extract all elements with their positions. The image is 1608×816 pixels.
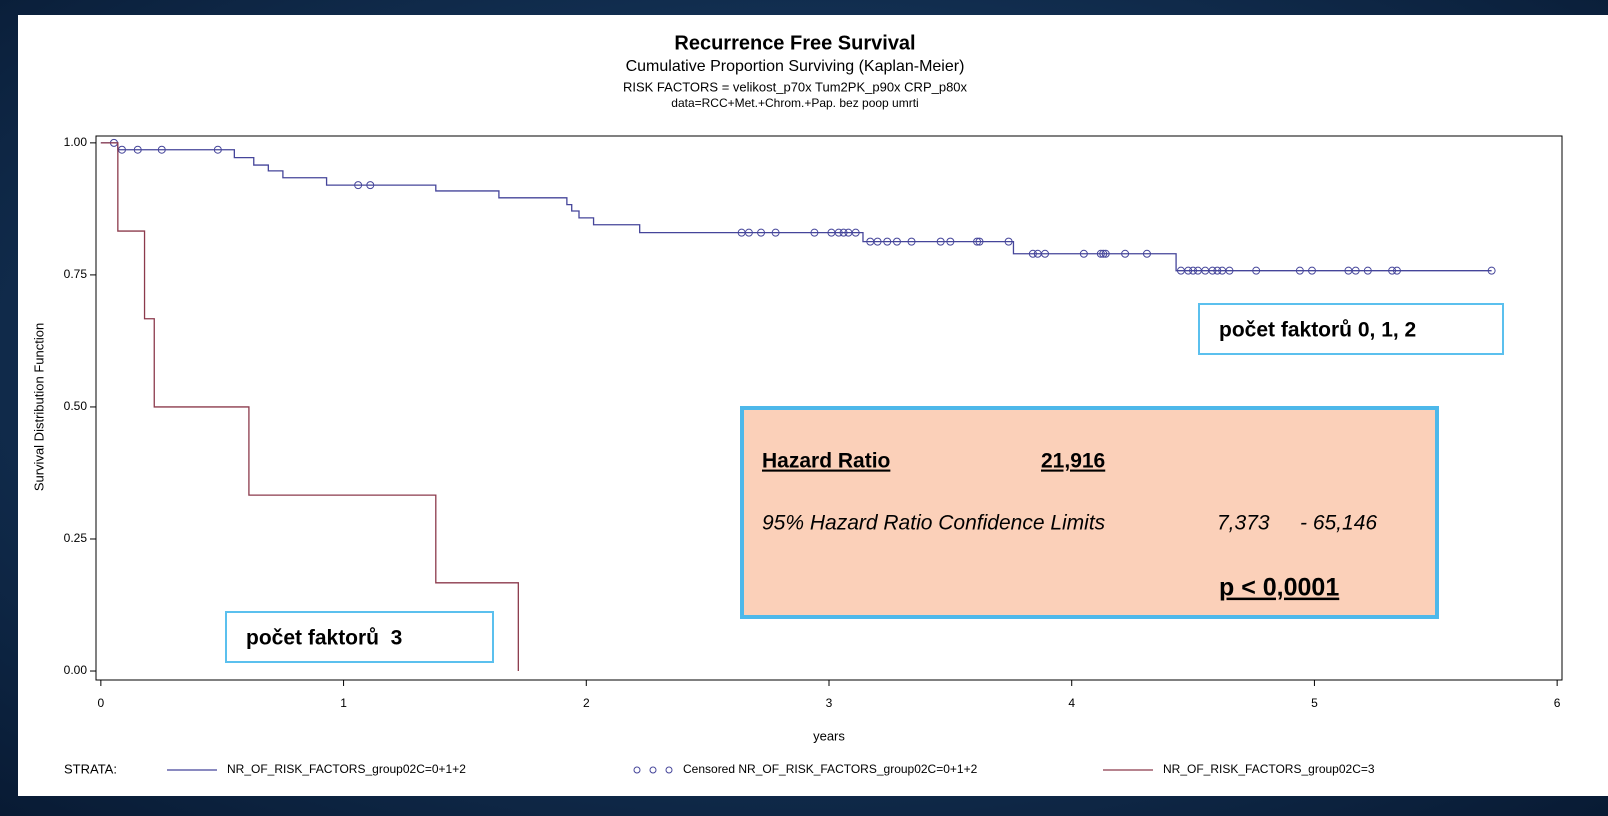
censored-marker (1184, 266, 1193, 275)
y-tick-label: 1.00 (64, 135, 88, 149)
legend-title: STRATA: (64, 761, 117, 776)
censored-marker (1101, 249, 1110, 258)
censored-marker (213, 145, 222, 154)
censored-marker (1189, 266, 1198, 275)
censored-marker (1487, 266, 1496, 275)
censored-marker (936, 237, 945, 246)
censored-marker (839, 228, 848, 237)
x-axis-label: years (813, 728, 845, 743)
censored-marker (1096, 249, 1105, 258)
hazard-box (740, 406, 1439, 619)
censored-marker (354, 181, 363, 190)
censored-marker (1392, 266, 1401, 275)
censored-marker (1028, 249, 1037, 258)
legend-marker (649, 766, 657, 774)
censored-marker (1351, 266, 1360, 275)
censored-marker (1252, 266, 1261, 275)
censored-marker (1004, 237, 1013, 246)
censored-marker (946, 237, 955, 246)
censored-marker (1363, 266, 1372, 275)
ci-high: - 65,146 (1300, 512, 1377, 535)
chart-subtitle-line: RISK FACTORS = velikost_p70x Tum2PK_p90x… (623, 79, 968, 94)
annotation: počet faktorů 3 (246, 627, 402, 650)
censored-marker (834, 228, 843, 237)
p-value: p < 0,0001 (1219, 574, 1339, 602)
annotation-box (1198, 303, 1504, 355)
x-tick-label: 0 (98, 696, 105, 710)
x-tick-label: 2 (583, 696, 590, 710)
ci-low: 7,373 (1217, 512, 1270, 535)
censored-marker (1225, 266, 1234, 275)
x-tick-label: 5 (1311, 696, 1318, 710)
legend-label: NR_OF_RISK_FACTORS_group02C=0+1+2 (227, 762, 466, 776)
censored-marker (771, 228, 780, 237)
y-tick-label: 0.75 (64, 267, 88, 281)
censored-marker (157, 145, 166, 154)
ci-label: 95% Hazard Ratio Confidence Limits (762, 512, 1106, 535)
survival-curve (100, 142, 1492, 272)
x-tick-label: 6 (1554, 696, 1561, 710)
censored-marker (1295, 266, 1304, 275)
censored-marker (975, 237, 984, 246)
censored-marker (1041, 249, 1050, 258)
censored-marker (1121, 249, 1130, 258)
y-tick-label: 0.25 (64, 531, 88, 545)
censored-marker (907, 237, 916, 246)
censored-marker (873, 237, 882, 246)
censored-marker (892, 237, 901, 246)
censored-marker (1208, 266, 1217, 275)
y-axis-label: Survival Distribution Function (31, 323, 46, 491)
censored-marker (1079, 249, 1088, 258)
legend-label: Censored NR_OF_RISK_FACTORS_group02C=0+1… (683, 762, 978, 776)
censored-marker (757, 228, 766, 237)
y-tick-label: 0.00 (64, 663, 88, 677)
censored-marker (1213, 266, 1222, 275)
survival-curve (100, 142, 519, 672)
legend-label: NR_OF_RISK_FACTORS_group02C=3 (1163, 762, 1375, 776)
censored-marker (133, 145, 142, 154)
censored-marker (883, 237, 892, 246)
legend-marker (633, 766, 641, 774)
annotation-box (225, 611, 494, 663)
x-tick-label: 4 (1068, 696, 1075, 710)
censored-marker (1142, 249, 1151, 258)
censored-marker (810, 228, 819, 237)
x-tick-label: 1 (340, 696, 347, 710)
chart-title: Recurrence Free Survival (674, 32, 915, 54)
censored-marker (744, 228, 753, 237)
y-tick-label: 0.50 (64, 399, 88, 413)
hazard-value: 21,916 (1041, 450, 1105, 473)
legend-marker (665, 766, 673, 774)
chart-panel (18, 15, 1608, 796)
chart-subtitle: Cumulative Proportion Surviving (Kaplan-… (626, 58, 965, 75)
censored-marker (973, 237, 982, 246)
censored-marker (1099, 249, 1108, 258)
hazard-label: Hazard Ratio (762, 450, 890, 473)
censored-marker (1308, 266, 1317, 275)
chart-subtitle-line: data=RCC+Met.+Chrom.+Pap. bez poop umrti (671, 96, 918, 110)
censored-marker (366, 181, 375, 190)
censored-marker (851, 228, 860, 237)
censored-marker (1388, 266, 1397, 275)
x-tick-label: 3 (826, 696, 833, 710)
annotation: počet faktorů 0, 1, 2 (1219, 319, 1416, 342)
